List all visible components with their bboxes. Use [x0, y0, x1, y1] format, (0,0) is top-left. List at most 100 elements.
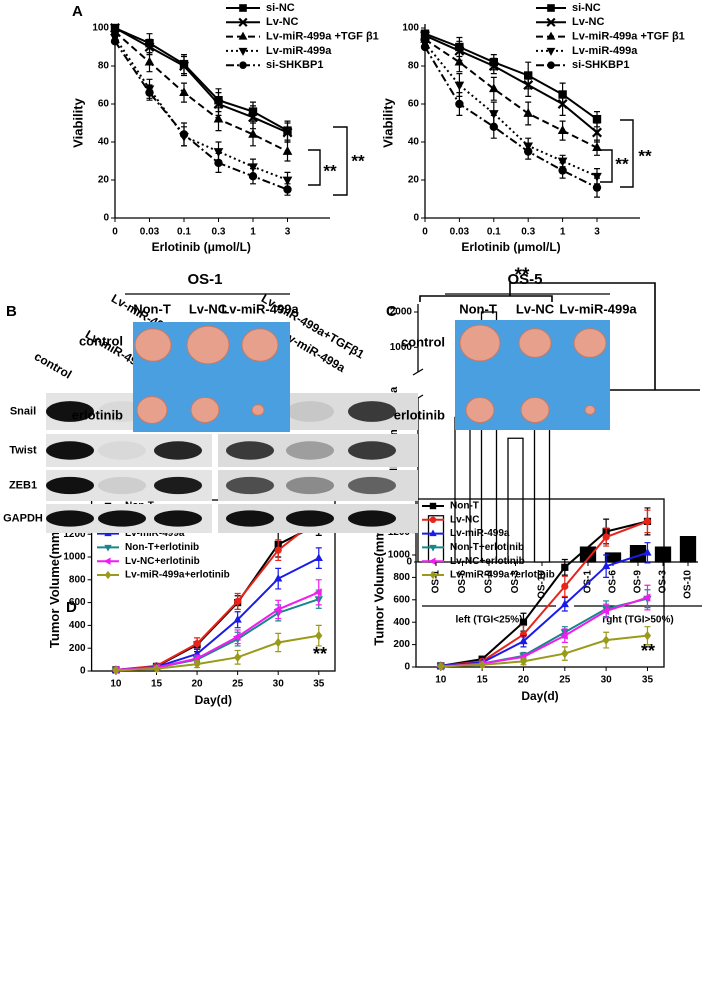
- x-tick-label: 10: [110, 679, 122, 690]
- legend-marker: [429, 516, 437, 523]
- series-line: [440, 634, 648, 668]
- plot-frame: [415, 498, 665, 668]
- y-tick-label: 1000: [63, 552, 86, 563]
- significance-label: **: [323, 161, 337, 180]
- x-tick-label: OS-10: [537, 570, 548, 599]
- plot-frame: [90, 499, 336, 672]
- blot-band: [226, 476, 274, 495]
- column-label: Non-T: [459, 301, 497, 316]
- x-tick-label: 30: [273, 679, 285, 690]
- legend-marker: [547, 4, 555, 12]
- x-tick-label: OS-9: [633, 570, 644, 594]
- column-label: Lv-miR-499a: [559, 301, 637, 316]
- x-tick-label: OS-6: [608, 570, 619, 594]
- x-tick-label: 35: [642, 675, 654, 686]
- panel-label: C: [386, 303, 397, 320]
- data-point: [519, 656, 528, 667]
- series-line: [114, 31, 288, 153]
- series-line: [114, 40, 288, 191]
- series-line: [114, 36, 288, 181]
- significance-bracket: [620, 119, 634, 188]
- legend-label: Lv-NC+erlotinib: [450, 556, 525, 567]
- x-tick-label: 3: [594, 227, 600, 238]
- data-point: [592, 142, 602, 152]
- legend-label: si-SHKBP1: [266, 59, 323, 71]
- legend-label: si-SHKBP1: [572, 59, 629, 71]
- data-point: [592, 183, 602, 192]
- data-point: [488, 83, 499, 93]
- series-line: [440, 596, 648, 668]
- y-tick-label: 200: [393, 639, 410, 650]
- group-label: rght (TGI>50%): [602, 615, 673, 626]
- data-point: [193, 659, 201, 669]
- data-point: [523, 80, 534, 90]
- data-point: [274, 573, 283, 582]
- significance-label: **: [313, 644, 327, 664]
- x-tick-label: 30: [601, 675, 613, 686]
- legend-marker: [239, 4, 247, 12]
- y-tick-label: 40: [408, 137, 420, 148]
- x-tick-label: 0.1: [487, 227, 501, 238]
- data-point: [420, 42, 430, 52]
- data-point: [478, 660, 486, 670]
- data-point: [179, 87, 189, 96]
- series-line: [114, 27, 288, 132]
- legend-marker: [238, 47, 248, 56]
- blot-band: [154, 510, 202, 527]
- data-point: [152, 664, 161, 674]
- data-point: [602, 635, 610, 645]
- data-point: [558, 166, 567, 175]
- data-point: [179, 130, 189, 139]
- y-tick-label: 60: [408, 99, 420, 110]
- blot-band: [286, 510, 334, 527]
- x-tick-label: OS-9: [484, 570, 495, 594]
- blot-band: [348, 510, 396, 527]
- legend-label: Lv-NC: [266, 16, 298, 28]
- data-point: [561, 648, 569, 659]
- data-point: [488, 110, 499, 119]
- x-tick-label: OS-10: [683, 570, 694, 599]
- legend-marker: [103, 557, 111, 565]
- data-point: [602, 533, 610, 541]
- x-tick-label: 0.3: [521, 227, 535, 238]
- data-point: [601, 561, 611, 570]
- data-point: [592, 127, 602, 138]
- data-point: [643, 548, 652, 556]
- blot-band: [286, 441, 334, 460]
- y-axis-label: Viability: [70, 97, 85, 147]
- data-point: [420, 29, 430, 38]
- data-point: [283, 185, 292, 194]
- tumor: [134, 328, 172, 362]
- y-tick-label: 0: [413, 213, 419, 224]
- panel-label: D: [66, 599, 77, 616]
- legend-marker: [239, 61, 247, 69]
- legend-marker: [429, 544, 437, 552]
- data-point: [248, 112, 258, 123]
- blot-band: [348, 476, 396, 495]
- series-line: [424, 46, 598, 189]
- panel-label: B: [6, 303, 17, 320]
- tumor: [251, 404, 265, 416]
- column-label: Lv-NC: [516, 301, 555, 316]
- row-label: control: [401, 334, 445, 349]
- bar: [654, 546, 672, 563]
- series-line: [115, 634, 319, 672]
- data-point: [213, 99, 224, 109]
- legend-label: Lv-miR-499a +TGF β1: [266, 31, 379, 43]
- data-point: [282, 176, 293, 186]
- y-tick-label: 40: [98, 137, 110, 148]
- data-point: [561, 563, 569, 571]
- legend-marker: [429, 570, 437, 580]
- x-tick-label: 0.03: [450, 227, 470, 238]
- series-line: [424, 38, 598, 149]
- y-tick-label: 80: [98, 61, 110, 72]
- tumor: [584, 405, 596, 415]
- y-tick-label: 200: [69, 643, 86, 654]
- data-point: [282, 127, 293, 138]
- x-axis-label: Day(d): [521, 689, 558, 703]
- data-point: [519, 636, 528, 645]
- legend-marker: [104, 570, 112, 580]
- tumor: [573, 328, 607, 358]
- tumor: [465, 396, 495, 424]
- blot-row-label: GAPDH: [3, 512, 43, 524]
